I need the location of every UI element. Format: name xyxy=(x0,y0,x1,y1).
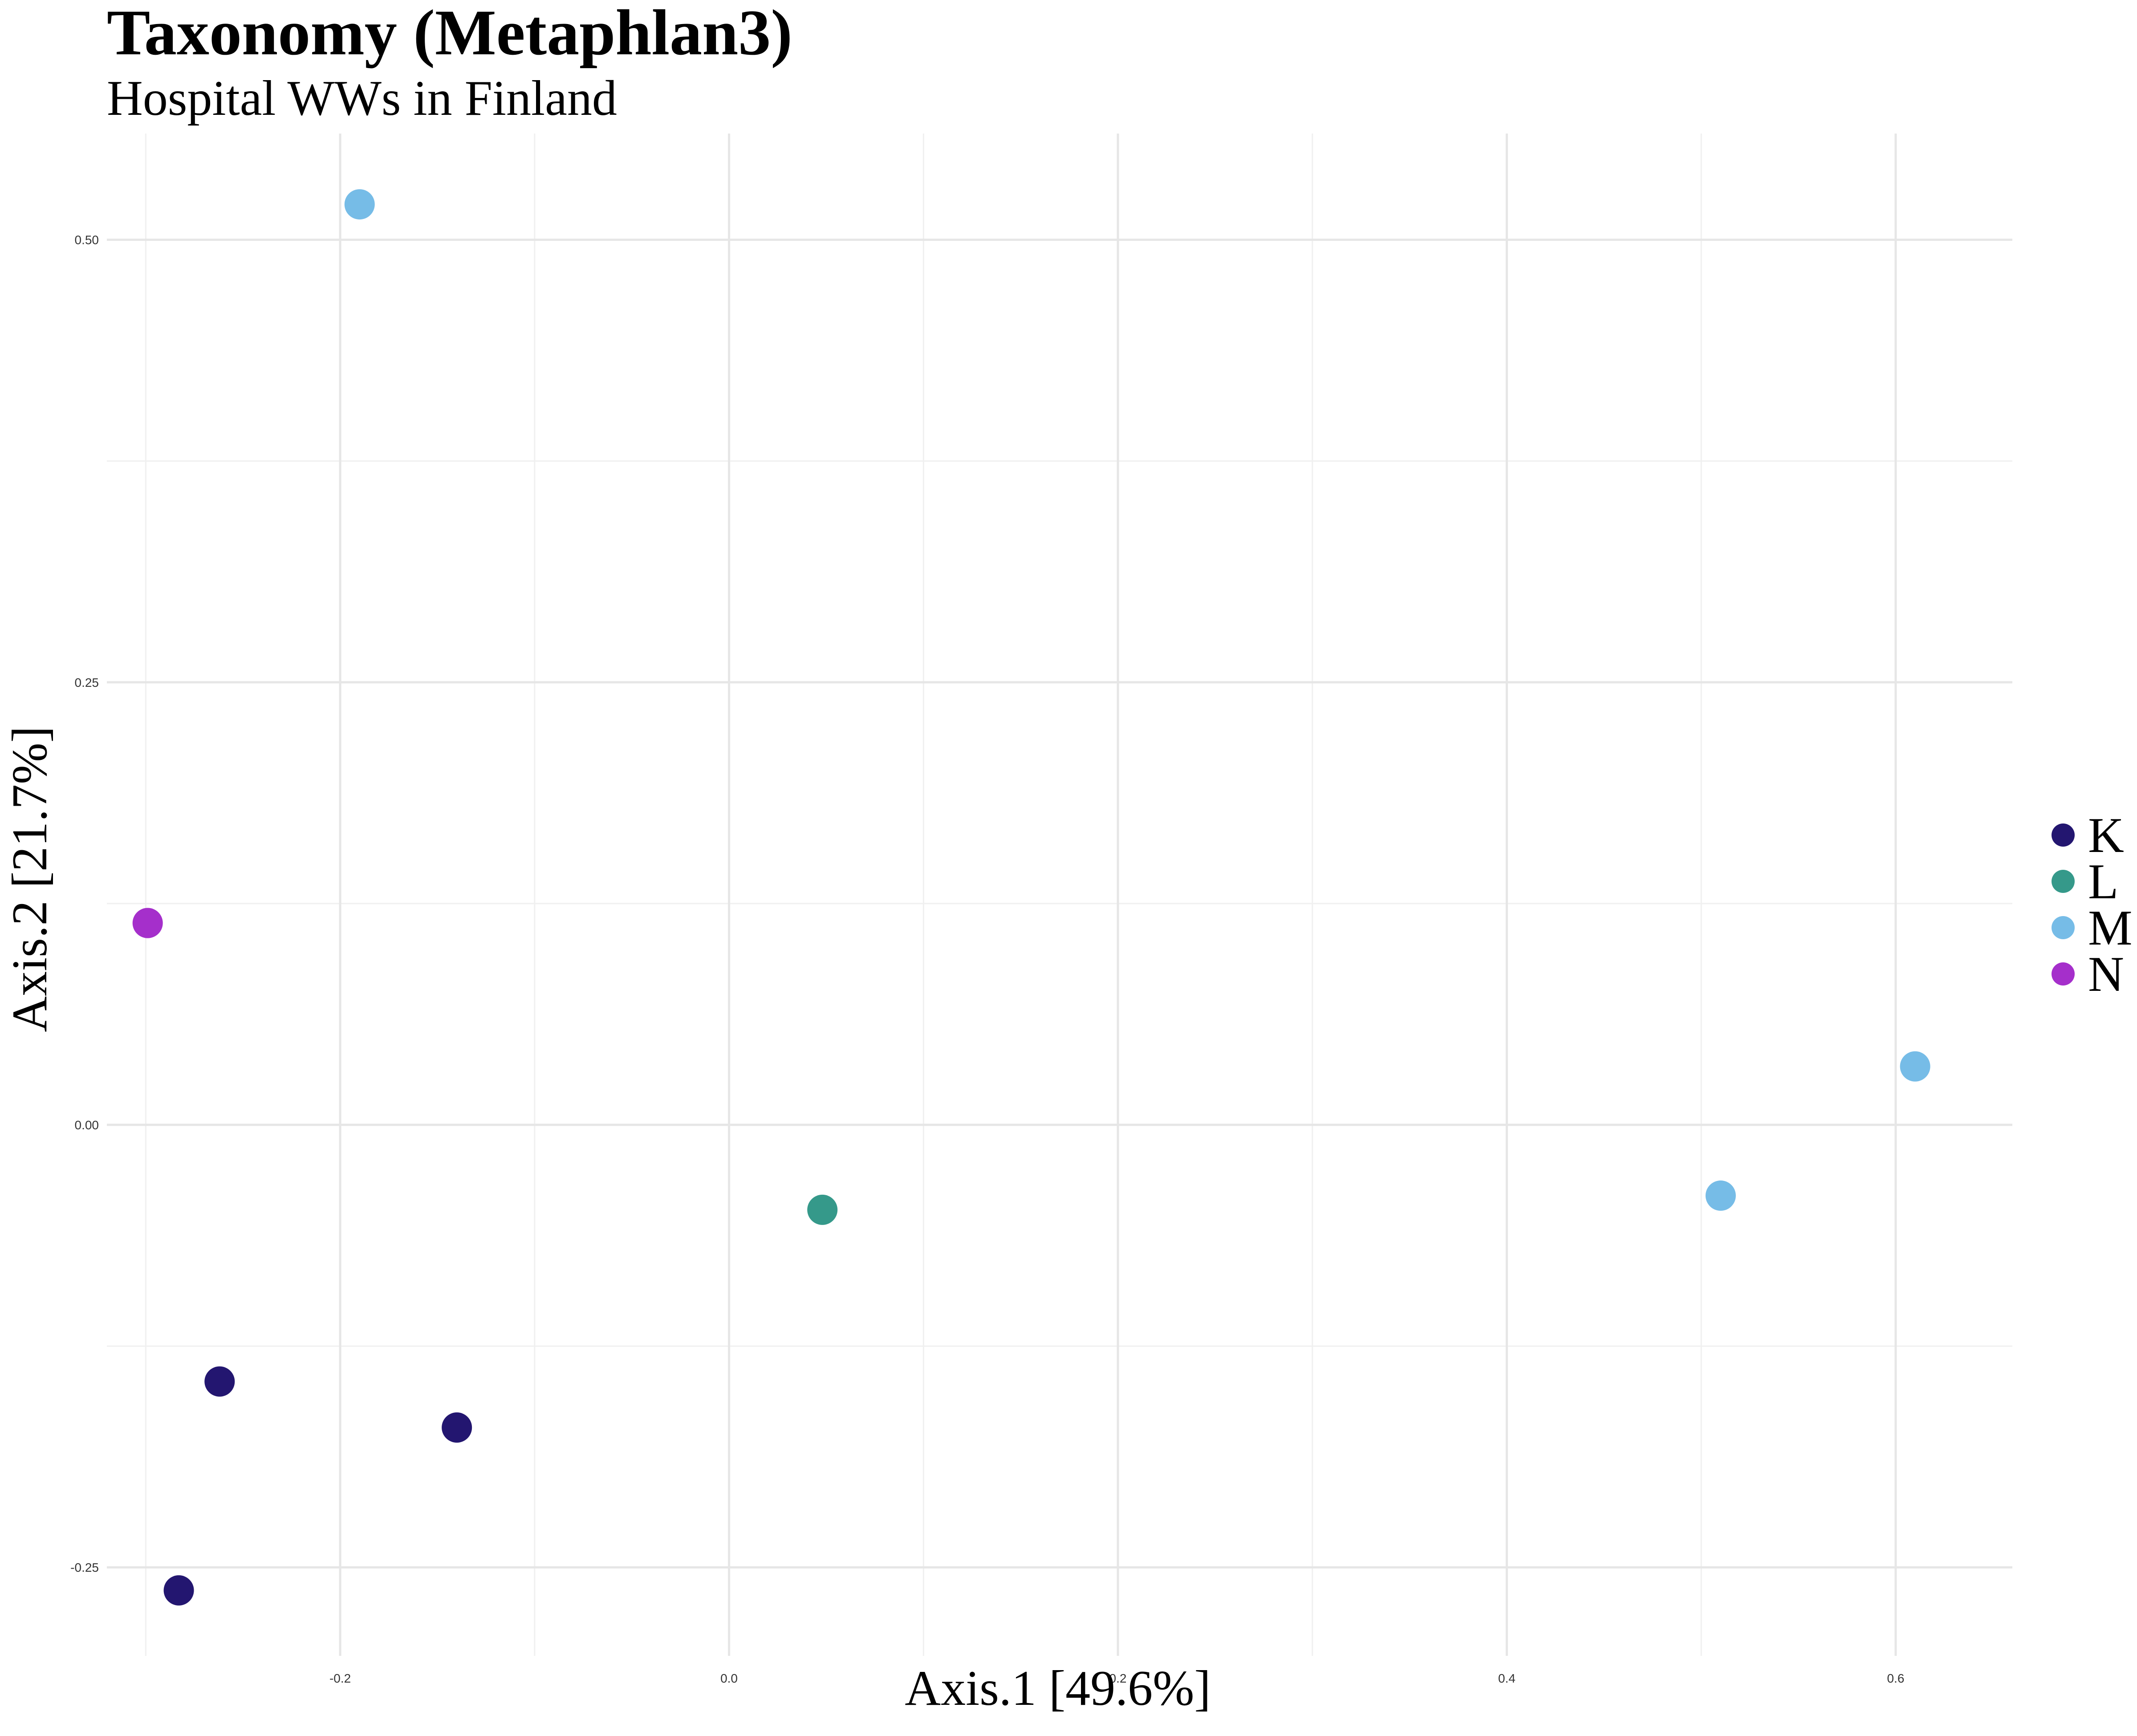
y-axis-title: Axis.2 [21.7%] xyxy=(2,726,57,1032)
legend-label-L: L xyxy=(2088,854,2118,909)
x-axis-title: Axis.1 [49.6%] xyxy=(905,1661,1211,1716)
data-point-K xyxy=(204,1366,235,1397)
x-tick-label: -0.2 xyxy=(329,1671,351,1685)
data-point-M xyxy=(344,189,375,220)
data-point-N xyxy=(132,908,163,938)
data-point-K xyxy=(442,1412,472,1443)
legend-label-M: M xyxy=(2088,900,2133,956)
x-tick-label: 0.4 xyxy=(1498,1671,1515,1685)
grid xyxy=(107,134,2012,1656)
x-tick-label: 0.0 xyxy=(720,1671,738,1685)
chart-title: Taxonomy (Metaphlan3) xyxy=(107,0,792,69)
y-tick-label: 0.50 xyxy=(75,233,99,247)
x-tick-label: 0.2 xyxy=(1109,1671,1127,1685)
y-tick-label: 0.00 xyxy=(75,1118,99,1132)
legend-key-L xyxy=(2052,870,2075,893)
legend-label-K: K xyxy=(2088,808,2124,863)
data-points xyxy=(132,189,1930,1606)
x-tick-label: 0.6 xyxy=(1887,1671,1904,1685)
data-point-L xyxy=(807,1194,838,1225)
y-tick-label: 0.25 xyxy=(75,676,99,690)
legend-key-N xyxy=(2052,962,2075,986)
data-point-M xyxy=(1900,1051,1930,1082)
data-point-K xyxy=(163,1575,194,1606)
y-tick-label: -0.25 xyxy=(70,1561,99,1574)
legend-label-N: N xyxy=(2088,947,2124,1002)
data-point-M xyxy=(1705,1180,1736,1211)
legend-key-M xyxy=(2052,916,2075,939)
chart-subtitle: Hospital WWs in Finland xyxy=(107,71,617,126)
tick-labels: -0.2 0.0 0.2 0.4 0.6 -0.25 0.00 0.25 0.50 xyxy=(70,233,1904,1685)
legend-key-K xyxy=(2052,823,2075,847)
